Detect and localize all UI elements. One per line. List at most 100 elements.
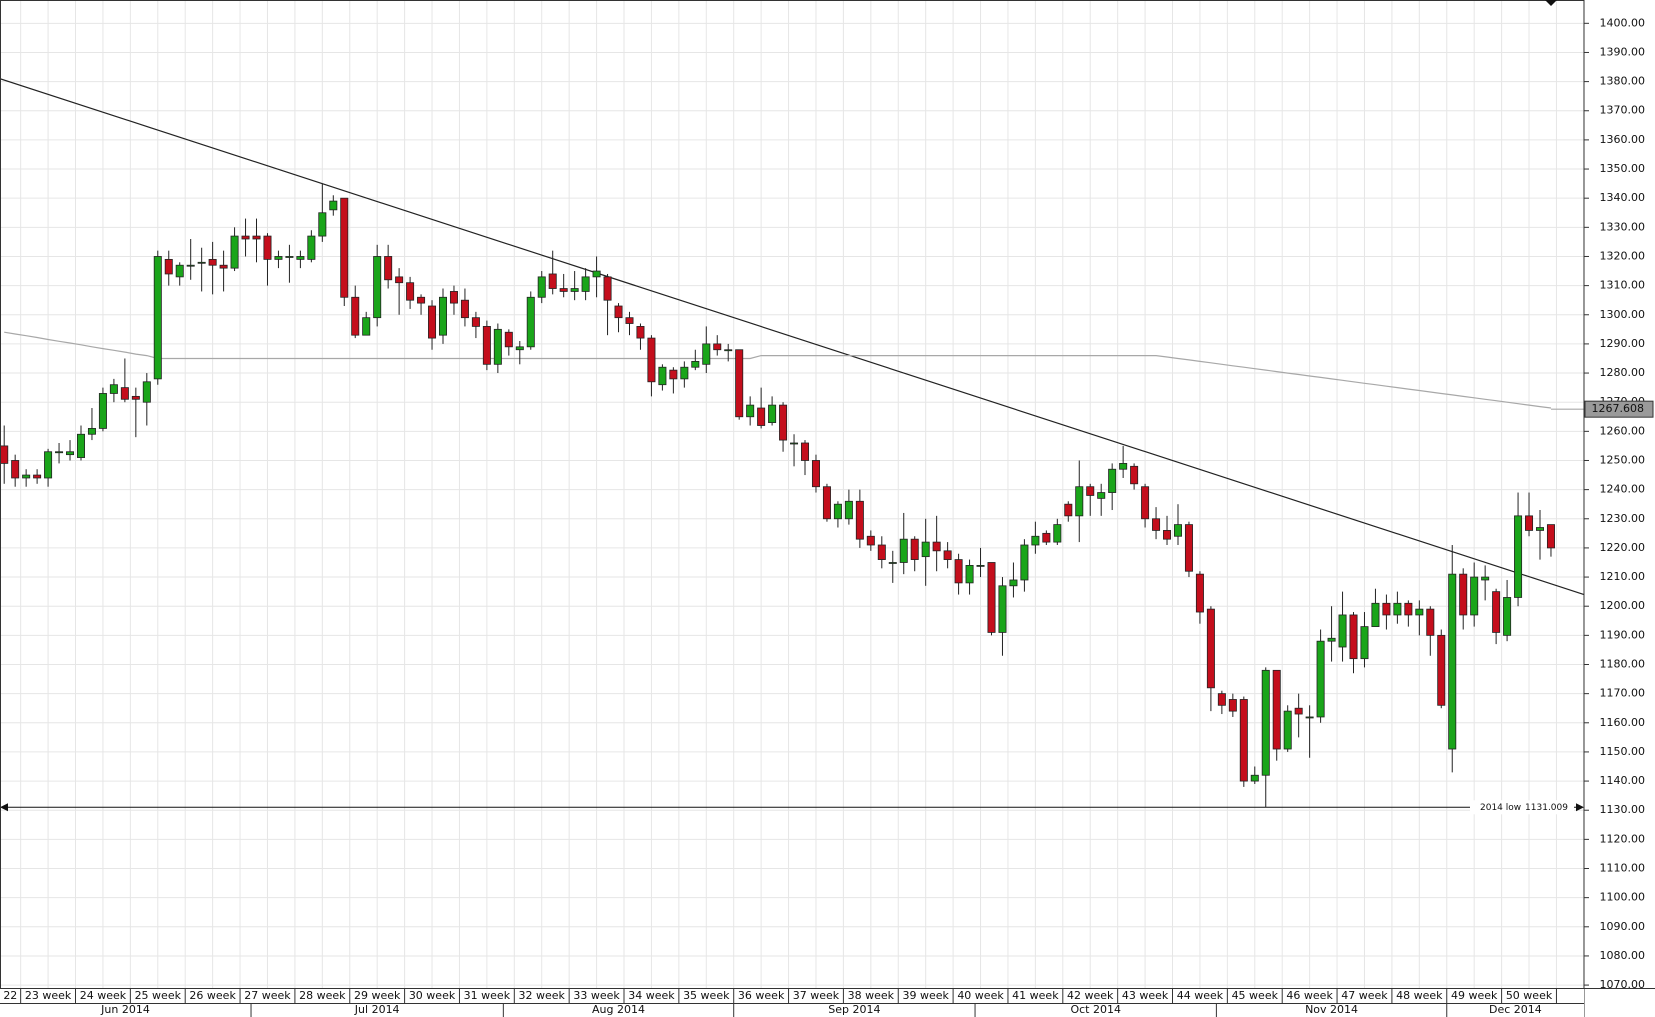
candle-body	[98, 393, 107, 429]
candle-body	[1020, 544, 1029, 581]
candle-body	[1382, 602, 1391, 616]
candle-body	[1239, 699, 1248, 782]
current-value-box	[1584, 400, 1654, 418]
candle-body	[702, 343, 711, 365]
candle-body	[669, 369, 678, 380]
y-tick-label: 1350.00	[1600, 162, 1646, 175]
week-label: 45 week	[1232, 989, 1279, 1002]
candle-body	[1064, 503, 1073, 517]
arrow-left	[0, 803, 8, 812]
y-tick-label: 1370.00	[1600, 104, 1646, 117]
candle-body	[757, 407, 766, 426]
candle-body	[1283, 710, 1292, 750]
y-tick-label: 1130.00	[1600, 803, 1646, 816]
candle-body	[296, 256, 305, 260]
y-tick-label: 1210.00	[1600, 570, 1646, 583]
candle-body	[362, 317, 371, 336]
candle-body	[307, 235, 316, 260]
candle-body	[55, 451, 64, 454]
y-tick-label: 1360.00	[1600, 133, 1646, 146]
week-label: 40 week	[957, 989, 1004, 1002]
y-tick-label: 1330.00	[1600, 220, 1646, 233]
candle-body	[724, 349, 733, 352]
candle-body	[976, 565, 985, 567]
week-label: 30 week	[409, 989, 456, 1002]
candle-body	[66, 451, 75, 456]
candle-body	[1152, 518, 1161, 531]
candle-body	[241, 235, 250, 240]
week-label: 22	[3, 989, 17, 1002]
candle-body	[768, 404, 777, 423]
marks: 2014 low 1131.009	[0, 78, 1585, 815]
candle-body	[548, 273, 557, 289]
candle-body	[1503, 597, 1512, 636]
candle-body	[1042, 532, 1051, 543]
candle-body	[471, 317, 480, 327]
y-tick-label: 1070.00	[1600, 978, 1646, 991]
week-label: 37 week	[793, 989, 840, 1002]
week-label: 43 week	[1122, 989, 1169, 1002]
candle-body	[822, 486, 831, 520]
candle-body	[1250, 774, 1259, 782]
week-label: 46 week	[1286, 989, 1333, 1002]
candle-body	[811, 460, 820, 488]
candle-body	[932, 541, 941, 552]
y-tick-label: 1080.00	[1600, 949, 1646, 962]
month-label: Jul 2014	[354, 1003, 400, 1016]
candle-body	[460, 299, 469, 319]
low-value: 1131.009	[1525, 803, 1568, 813]
low-label-bg	[1470, 800, 1574, 815]
week-label: 31 week	[464, 989, 511, 1002]
candle-body	[153, 256, 162, 380]
candle-body	[943, 550, 952, 560]
candle-body	[252, 235, 261, 240]
candle-body	[1470, 576, 1479, 616]
candle-body	[1404, 602, 1413, 616]
candle-body	[570, 288, 579, 292]
y-tick-label: 1140.00	[1600, 774, 1646, 787]
candle-body	[636, 326, 645, 339]
candle-body	[1173, 524, 1182, 537]
month-label: Nov 2014	[1305, 1003, 1358, 1016]
week-label: 33 week	[573, 989, 620, 1002]
candle-body	[395, 276, 404, 284]
candle-body	[44, 451, 53, 479]
candle-body	[274, 256, 283, 260]
candle-body	[1097, 492, 1106, 499]
candle-body	[1228, 699, 1237, 712]
candle-body	[1075, 486, 1084, 517]
candle-body	[1206, 608, 1215, 689]
candle-body	[998, 585, 1007, 633]
candle-body	[1371, 602, 1380, 628]
candle-body	[603, 276, 612, 301]
y-tick-label: 1160.00	[1600, 716, 1646, 729]
candle-body	[197, 261, 206, 264]
y-tick-label: 1300.00	[1600, 308, 1646, 321]
candle-body	[504, 331, 513, 348]
candle-body	[559, 288, 568, 292]
candle-body	[910, 538, 919, 560]
candle-body	[1525, 515, 1534, 531]
candle-body	[625, 317, 634, 324]
candle-body	[877, 544, 886, 560]
candle-body	[735, 349, 744, 418]
y-tick-label: 1180.00	[1600, 657, 1646, 670]
y-tick-label: 1260.00	[1600, 424, 1646, 437]
candle-body	[1536, 527, 1545, 531]
candle-body	[428, 305, 437, 339]
week-label: 36 week	[738, 989, 785, 1002]
candle-body	[526, 296, 535, 348]
week-label: 39 week	[902, 989, 949, 1002]
candle-body	[1195, 573, 1204, 613]
y-tick-label: 1400.00	[1600, 16, 1646, 29]
candle-body	[1141, 486, 1150, 520]
candle-body	[438, 296, 447, 336]
candle-body	[899, 538, 908, 563]
candle-body	[373, 256, 382, 319]
candle-body	[1053, 524, 1062, 543]
candle-body	[888, 562, 897, 564]
candle-body	[87, 428, 96, 435]
y-tick-label: 1110.00	[1600, 862, 1646, 875]
week-label: 24 week	[80, 989, 127, 1002]
